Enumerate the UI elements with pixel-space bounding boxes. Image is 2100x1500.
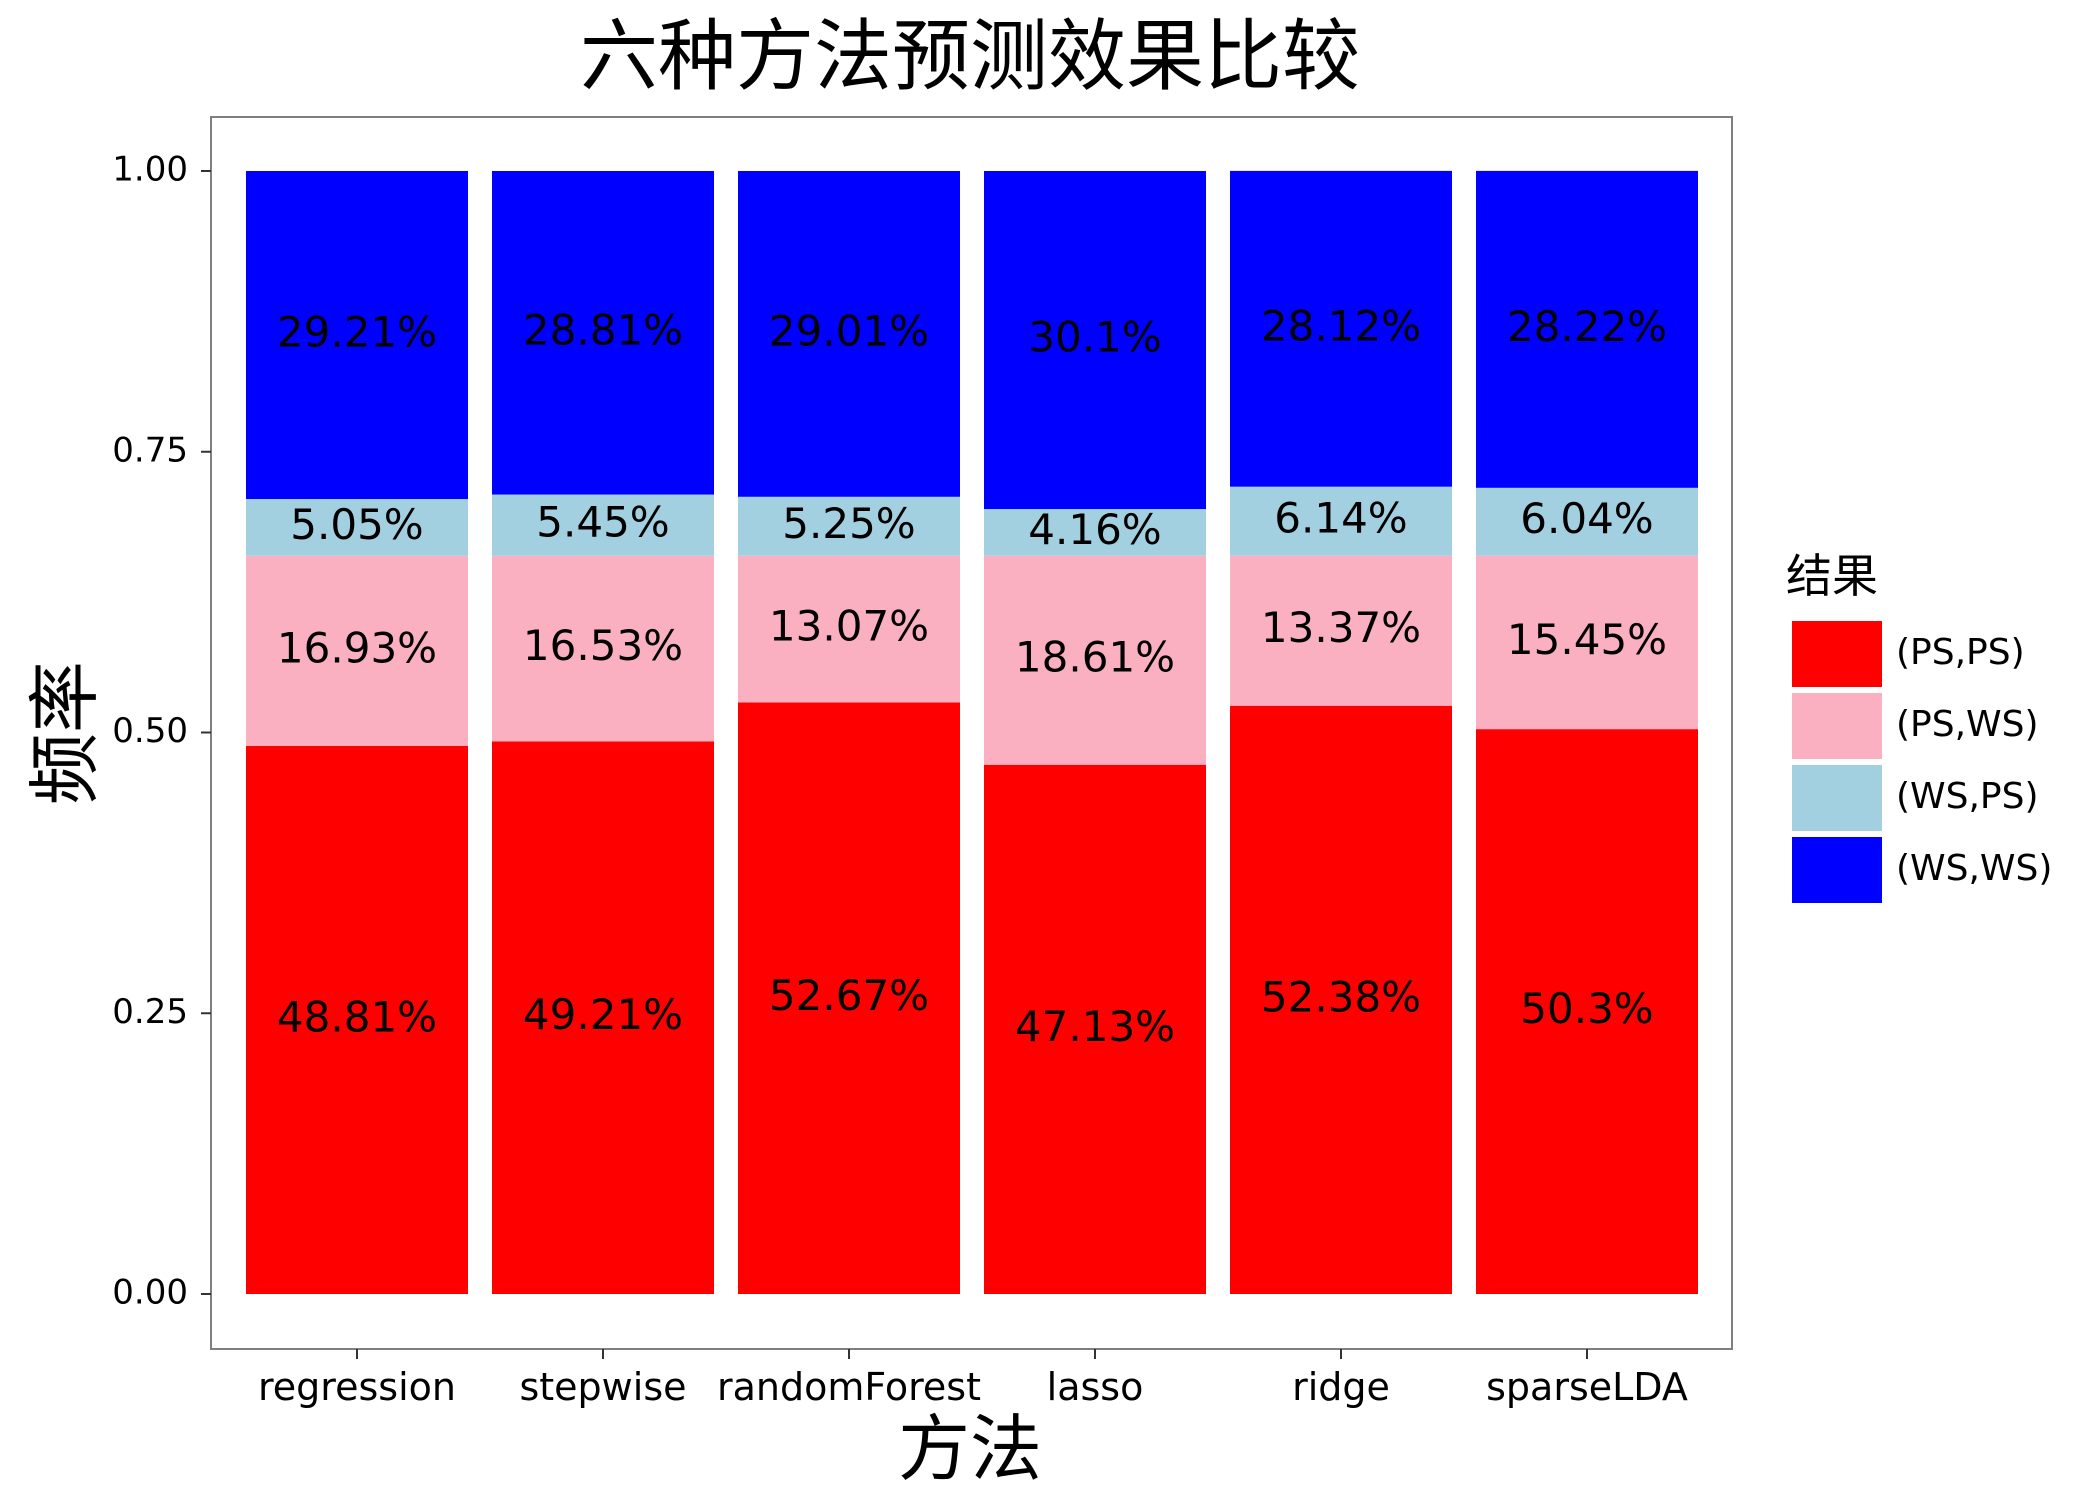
legend-swatch [1792,837,1882,903]
bar-value-label: 16.93% [277,623,437,672]
x-tick-label: regression [258,1365,456,1409]
legend-label: (WS,WS) [1896,848,2052,889]
legend-swatch [1792,621,1882,687]
bar-segment [1230,486,1452,556]
bar-segment [1476,487,1698,556]
bar-segment [1230,705,1452,1294]
x-axis-title: 方法 [898,1407,1042,1491]
bar-segment [492,741,714,1294]
bar-value-label: 28.12% [1261,301,1421,350]
bar-value-label: 29.21% [277,308,437,357]
bar-segment [984,555,1206,765]
legend-swatch [1792,693,1882,759]
bar-value-labels: 48.81% 16.93% 5.05% 29.21% 49.21% 16.53% 5.45%… [277,301,1667,1051]
bar-segment [738,496,960,556]
y-tick-label: 0.75 [112,430,188,470]
bar-value-label: 5.25% [782,499,915,548]
bar-value-label: 28.81% [523,305,683,354]
bar-segment [1230,555,1452,706]
bar-segment [246,171,468,500]
bar-segment [492,494,714,556]
bar-segment [1476,170,1698,488]
bar-value-label: 52.67% [769,971,929,1020]
bar-segment [246,499,468,556]
bar-segment [1230,170,1452,487]
bar-value-label: 13.37% [1261,603,1421,652]
x-tick-label: sparseLDA [1486,1365,1688,1409]
bar-segment [1476,555,1698,730]
bar-segment [984,509,1206,556]
bar-value-label: 6.04% [1520,494,1653,543]
bar-value-label: 47.13% [1015,1002,1175,1051]
bar-value-label: 4.16% [1028,505,1161,554]
bar-value-label: 18.61% [1015,633,1175,682]
x-tick-label: stepwise [519,1365,686,1409]
bar-segment [492,555,714,742]
y-tick-label: 1.00 [112,150,188,190]
legend-label: (PS,WS) [1896,704,2039,745]
bar-segment [738,702,960,1294]
bar-value-label: 48.81% [277,992,437,1041]
bar-segment [984,764,1206,1294]
bar-value-label: 16.53% [523,621,683,670]
y-tick-label: 0.50 [112,711,188,751]
bar-segment [738,555,960,703]
bar-value-label: 52.38% [1261,972,1421,1021]
bar-value-label: 13.07% [769,602,929,651]
legend-title: 结果 [1786,549,1878,603]
bar-segment [246,555,468,746]
bar-segments [246,170,1698,1294]
legend-label: (WS,PS) [1896,776,2039,817]
bar-segment [738,171,960,497]
legend: 结果 (PS,PS) (PS,WS) (WS,PS) (WS,WS) [1786,549,2052,903]
y-tick-label: 0.25 [112,992,188,1032]
bar-value-label: 15.45% [1507,615,1667,664]
legend-label: (PS,PS) [1896,632,2025,673]
bar-value-label: 29.01% [769,306,929,355]
chart-title: 六种方法预测效果比较 [580,12,1360,102]
bar-value-label: 49.21% [523,990,683,1039]
x-tick-label: randomForest [717,1365,981,1409]
bar-segment [984,171,1206,510]
bar-value-label: 5.45% [536,498,669,547]
bar-value-label: 6.14% [1274,494,1407,543]
bar-segment [1476,729,1698,1294]
x-tick-label: lasso [1047,1365,1144,1409]
bar-segment [492,171,714,495]
x-axis: regression stepwise randomForest lasso ridge… [258,1349,1688,1409]
y-axis-title: 频率 [23,661,107,805]
y-tick-label: 0.00 [112,1273,188,1313]
legend-swatch [1792,765,1882,831]
x-tick-label: ridge [1292,1365,1390,1409]
bar-segment [246,745,468,1294]
bar-value-label: 5.05% [290,500,423,549]
y-axis: 0.00 0.25 0.50 0.75 1.00 [112,150,211,1313]
bar-value-label: 50.3% [1520,984,1653,1033]
bar-value-label: 30.1% [1028,313,1161,362]
bar-value-label: 28.22% [1507,302,1667,351]
